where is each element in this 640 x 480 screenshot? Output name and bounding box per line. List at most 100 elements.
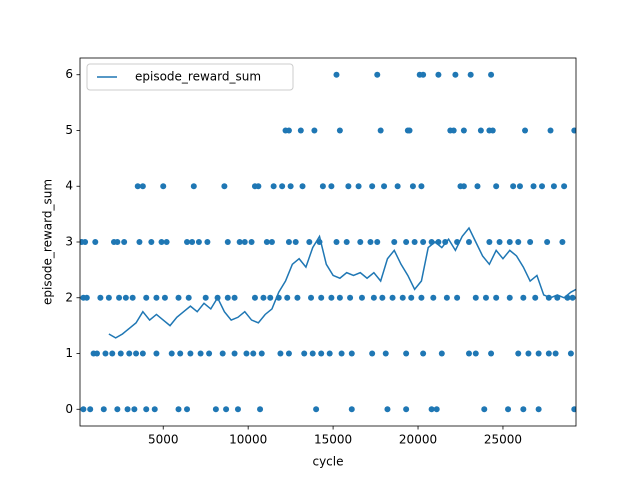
scatter-point — [571, 406, 576, 413]
scatter-point — [535, 350, 542, 357]
scatter-point — [109, 350, 116, 357]
y-tick-label: 3 — [65, 235, 73, 249]
scatter-point — [532, 294, 539, 301]
scatter-point — [496, 239, 503, 245]
scatter-point — [212, 406, 219, 413]
scatter-point — [277, 350, 284, 357]
scatter-point — [243, 350, 250, 357]
scatter-point — [571, 127, 576, 134]
scatter-point — [263, 239, 270, 245]
scatter-point — [234, 406, 241, 413]
scatter-point — [161, 294, 168, 301]
scatter-point — [391, 239, 398, 245]
scatter-point — [544, 239, 551, 245]
scatter-point — [411, 239, 418, 245]
scatter-point — [184, 406, 191, 413]
legend: episode_reward_sum — [86, 63, 294, 91]
scatter-point — [516, 183, 523, 190]
scatter-point — [493, 183, 500, 190]
scatter-point — [131, 406, 138, 413]
scatter-point — [465, 239, 472, 245]
scatter-point — [241, 239, 248, 245]
y-tick-label: 6 — [65, 67, 73, 81]
scatter-point — [343, 239, 350, 245]
scatter-point — [522, 127, 529, 134]
scatter-point — [292, 239, 299, 245]
scatter-point — [545, 350, 552, 357]
scatter-point — [309, 350, 316, 357]
scatter-point — [100, 406, 107, 413]
scatter-point — [403, 350, 410, 357]
scatter-point — [435, 71, 442, 78]
scatter-point — [190, 183, 197, 190]
scatter-point — [284, 294, 291, 301]
scatter-point — [452, 71, 459, 78]
line-series — [108, 226, 576, 339]
scatter-point — [510, 183, 517, 190]
scatter-point — [136, 239, 143, 245]
scatter-point — [443, 294, 450, 301]
scatter-point — [539, 183, 546, 190]
y-tick-label: 1 — [65, 346, 73, 360]
scatter-point — [389, 294, 396, 301]
scatter-point — [379, 294, 386, 301]
scatter-point — [151, 406, 158, 413]
scatter-point — [204, 239, 211, 245]
scatter-point — [268, 239, 275, 245]
scatter-point — [184, 239, 191, 245]
x-tick-label: 15000 — [314, 433, 352, 447]
scatter-point — [345, 183, 352, 190]
scatter-point — [306, 239, 313, 245]
legend-label: episode_reward_sum — [135, 70, 261, 84]
scatter-point — [506, 294, 513, 301]
scatter-point — [318, 350, 325, 357]
scatter-point — [369, 183, 376, 190]
scatter-point — [117, 350, 124, 357]
scatter-point — [408, 294, 415, 301]
scatter-point — [124, 406, 131, 413]
scatter-point — [177, 350, 184, 357]
scatter-point — [394, 183, 401, 190]
scatter-point — [250, 350, 257, 357]
scatter-point — [561, 183, 568, 190]
scatter-point — [520, 294, 527, 301]
scatter-point — [122, 294, 129, 301]
scatter-point — [474, 183, 481, 190]
scatter-point — [134, 183, 141, 190]
scatter-point — [418, 294, 425, 301]
scatter-point — [223, 406, 230, 413]
scatter-point — [569, 294, 576, 301]
scatter-point — [348, 350, 355, 357]
scatter-point — [530, 183, 537, 190]
scatter-point — [129, 294, 136, 301]
scatter-point — [121, 239, 128, 245]
scatter-point — [311, 127, 318, 134]
scatter-point — [338, 350, 345, 357]
scatter-point — [143, 294, 150, 301]
scatter-point — [148, 239, 155, 245]
scatter-point — [258, 350, 265, 357]
scatter-point — [87, 406, 94, 413]
scatter-point — [297, 127, 304, 134]
scatter-point — [454, 294, 461, 301]
scatter-point — [168, 350, 175, 357]
plot-area — [80, 71, 576, 413]
scatter-point — [187, 350, 194, 357]
scatter-point — [299, 183, 306, 190]
scatter-point — [294, 294, 301, 301]
scatter-point — [505, 406, 512, 413]
scatter-point — [105, 294, 112, 301]
scatter-point — [326, 350, 333, 357]
scatter-point — [460, 183, 467, 190]
scatter-point — [467, 71, 474, 78]
scatter-point — [231, 350, 238, 357]
scatter-point — [248, 239, 255, 245]
scatter-point — [450, 127, 457, 134]
scatter-point — [481, 406, 488, 413]
scatter-point — [493, 294, 500, 301]
y-tick-label: 0 — [65, 402, 73, 416]
y-tick-label: 5 — [65, 123, 73, 137]
scatter-point — [153, 294, 160, 301]
scatter-point — [236, 239, 243, 245]
x-tick-label: 5000 — [148, 433, 179, 447]
